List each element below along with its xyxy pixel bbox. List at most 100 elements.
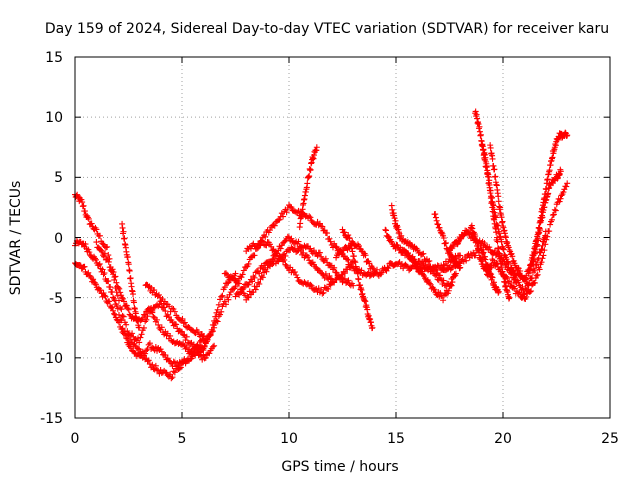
data-point (515, 279, 522, 286)
data-point (171, 308, 178, 315)
data-point (313, 144, 320, 151)
data-point (335, 251, 342, 258)
data-point (503, 273, 510, 280)
data-point (113, 279, 120, 286)
data-point (113, 302, 120, 309)
data-point (207, 332, 214, 339)
data-point (408, 254, 415, 261)
data-point (516, 289, 523, 296)
data-point (307, 281, 314, 288)
data-point (239, 271, 246, 278)
series-track-10 (232, 244, 335, 300)
data-point (277, 245, 284, 252)
data-point (179, 315, 186, 322)
data-point (444, 290, 451, 297)
series-track-11 (296, 144, 320, 231)
data-point (206, 350, 213, 357)
data-point (337, 275, 344, 282)
data-point (327, 275, 334, 282)
data-point (528, 262, 535, 269)
data-point (193, 349, 200, 356)
series-track-3 (72, 260, 218, 382)
data-point (551, 177, 558, 184)
data-point (495, 198, 502, 205)
y-tick-label-neg10: -10 (40, 351, 63, 367)
data-point (271, 222, 278, 229)
x-axis: 0 5 10 15 20 25 GPS time / hours (71, 431, 619, 475)
data-point (383, 227, 390, 234)
data-point (85, 215, 92, 222)
data-point (280, 213, 287, 220)
data-point (564, 132, 571, 139)
data-point (120, 298, 127, 305)
data-point (369, 264, 376, 271)
data-point (500, 272, 507, 279)
data-point (232, 293, 239, 300)
data-point (426, 257, 433, 264)
data-point (473, 237, 480, 244)
data-point (349, 238, 356, 245)
data-point (119, 294, 126, 301)
data-point (392, 245, 399, 252)
data-point (384, 264, 391, 271)
data-point (256, 281, 263, 288)
data-point (450, 243, 457, 250)
data-point (509, 258, 516, 265)
data-point (110, 269, 117, 276)
data-point (463, 257, 470, 264)
data-point (500, 246, 507, 253)
data-point (136, 324, 143, 331)
data-point (530, 256, 537, 263)
data-point (307, 245, 314, 252)
series-track-5 (119, 220, 143, 331)
data-point (158, 324, 165, 331)
data-point (433, 270, 440, 277)
data-point (283, 209, 290, 216)
data-point (454, 261, 461, 268)
data-point (151, 287, 158, 294)
data-point (217, 296, 224, 303)
data-point (274, 250, 281, 257)
series-track-22 (487, 142, 532, 289)
data-point (266, 227, 273, 234)
data-point (169, 305, 176, 312)
data-point (477, 131, 484, 138)
data-point (346, 264, 353, 271)
data-point (451, 271, 458, 278)
data-point (96, 260, 103, 267)
data-point (495, 288, 502, 295)
data-point (546, 228, 553, 235)
data-point (543, 236, 550, 243)
data-point (358, 267, 365, 274)
data-point (139, 315, 146, 322)
data-point (76, 262, 83, 269)
data-point (208, 328, 215, 335)
data-point (522, 276, 529, 283)
data-point (312, 263, 319, 270)
data-point (211, 342, 218, 349)
data-point (498, 214, 505, 221)
chart-title: Day 159 of 2024, Sidereal Day-to-day VTE… (45, 21, 609, 37)
data-point (552, 207, 559, 214)
data-point (291, 269, 298, 275)
data-point (457, 252, 464, 259)
data-point (525, 282, 532, 289)
data-point (404, 249, 411, 256)
data-point (110, 310, 117, 317)
data-point (370, 265, 377, 272)
data-point (288, 204, 295, 211)
data-point (81, 207, 88, 214)
data-point (109, 304, 116, 311)
data-point (146, 340, 153, 347)
data-point (168, 375, 175, 382)
data-point (500, 245, 506, 252)
data-point (547, 221, 554, 228)
data-point (369, 324, 376, 331)
data-point (457, 264, 464, 271)
data-point (149, 361, 156, 368)
data-point (120, 295, 127, 302)
data-point (259, 274, 266, 281)
data-point (161, 298, 168, 305)
data-point (392, 217, 399, 224)
data-point (136, 346, 143, 353)
